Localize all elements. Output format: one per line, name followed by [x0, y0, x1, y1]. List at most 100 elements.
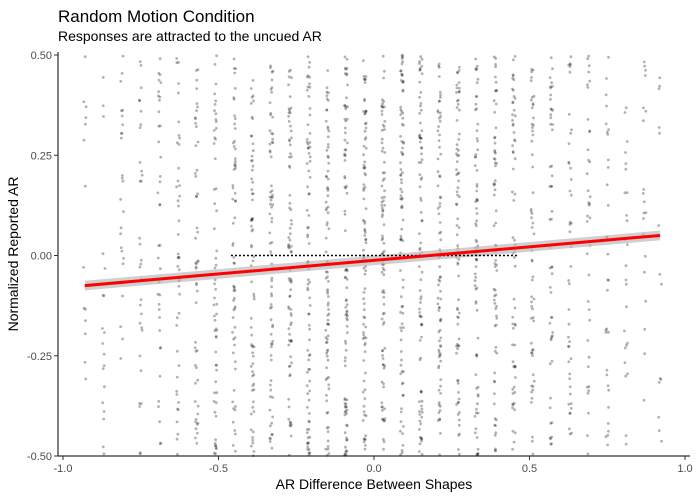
data-point	[606, 158, 610, 162]
data-point	[418, 136, 421, 139]
data-point	[364, 438, 367, 441]
data-point	[513, 97, 517, 100]
data-point	[381, 267, 385, 270]
data-point	[476, 394, 480, 398]
data-point	[215, 363, 218, 367]
data-point	[362, 379, 366, 383]
data-point	[288, 332, 291, 336]
data-point	[231, 444, 235, 447]
data-point	[438, 417, 442, 421]
data-point	[492, 298, 496, 302]
data-point	[249, 412, 253, 416]
data-point	[532, 116, 535, 120]
data-point	[344, 299, 348, 303]
data-point	[607, 128, 610, 132]
data-point	[529, 207, 533, 211]
data-point	[306, 445, 310, 449]
data-point	[455, 99, 459, 103]
data-point	[119, 198, 122, 201]
data-point	[401, 444, 405, 447]
y-tick-label: 0.50	[31, 50, 52, 62]
data-point	[361, 419, 365, 422]
data-point	[269, 424, 272, 428]
data-point	[84, 377, 88, 381]
data-point	[362, 153, 365, 157]
data-point	[289, 314, 293, 317]
data-point	[363, 166, 367, 169]
data-point	[287, 397, 291, 401]
data-point	[437, 65, 441, 69]
data-point	[138, 405, 142, 408]
data-point	[194, 301, 198, 304]
data-point	[363, 77, 367, 81]
data-point	[327, 452, 331, 455]
data-point	[606, 384, 610, 388]
data-point	[159, 124, 162, 128]
data-point	[325, 393, 328, 397]
data-point	[511, 101, 515, 105]
data-point	[119, 325, 122, 329]
data-point	[289, 208, 293, 212]
data-point	[439, 96, 442, 99]
data-point	[308, 338, 311, 342]
data-point	[643, 64, 646, 68]
data-point	[194, 262, 198, 266]
data-point	[567, 279, 571, 282]
data-point	[531, 275, 535, 279]
data-point	[625, 219, 629, 223]
data-point	[345, 398, 349, 402]
data-point	[437, 139, 441, 143]
data-point	[568, 220, 572, 224]
data-point	[474, 265, 478, 268]
data-point	[362, 189, 366, 192]
data-point	[343, 117, 347, 121]
data-point	[138, 126, 142, 129]
data-point	[549, 56, 553, 60]
data-point	[177, 134, 181, 137]
data-point	[156, 256, 160, 260]
data-point	[268, 149, 272, 153]
data-point	[569, 166, 572, 170]
data-point	[531, 191, 535, 195]
data-point	[567, 63, 571, 67]
data-point	[326, 156, 330, 159]
data-point	[382, 366, 386, 370]
data-point	[234, 449, 237, 453]
data-point	[363, 219, 366, 223]
data-point	[456, 102, 460, 106]
data-point	[234, 67, 238, 70]
data-point	[364, 109, 368, 113]
data-point	[457, 344, 461, 348]
data-point	[530, 341, 533, 345]
data-point	[569, 357, 573, 360]
data-point	[474, 301, 478, 305]
data-point	[458, 90, 461, 94]
data-point	[308, 451, 312, 455]
data-point	[177, 284, 181, 288]
data-point	[308, 82, 311, 86]
data-point	[380, 104, 384, 108]
data-point	[383, 171, 386, 175]
data-point	[324, 276, 328, 280]
data-point	[176, 349, 179, 353]
data-point	[101, 327, 104, 330]
data-point	[513, 365, 517, 369]
data-point	[550, 265, 554, 269]
data-point	[158, 203, 162, 207]
data-point	[306, 436, 310, 440]
data-point	[346, 314, 349, 318]
data-point	[249, 428, 253, 432]
data-point	[419, 315, 422, 318]
data-point	[214, 452, 217, 456]
data-point	[288, 295, 292, 298]
data-point	[326, 445, 330, 448]
data-point	[530, 259, 534, 263]
data-point	[625, 344, 628, 347]
data-point	[178, 292, 182, 296]
data-point	[512, 297, 516, 301]
data-point	[364, 434, 368, 438]
data-point	[511, 119, 514, 122]
data-point	[586, 83, 589, 87]
data-point	[439, 276, 442, 279]
data-point	[121, 262, 125, 266]
